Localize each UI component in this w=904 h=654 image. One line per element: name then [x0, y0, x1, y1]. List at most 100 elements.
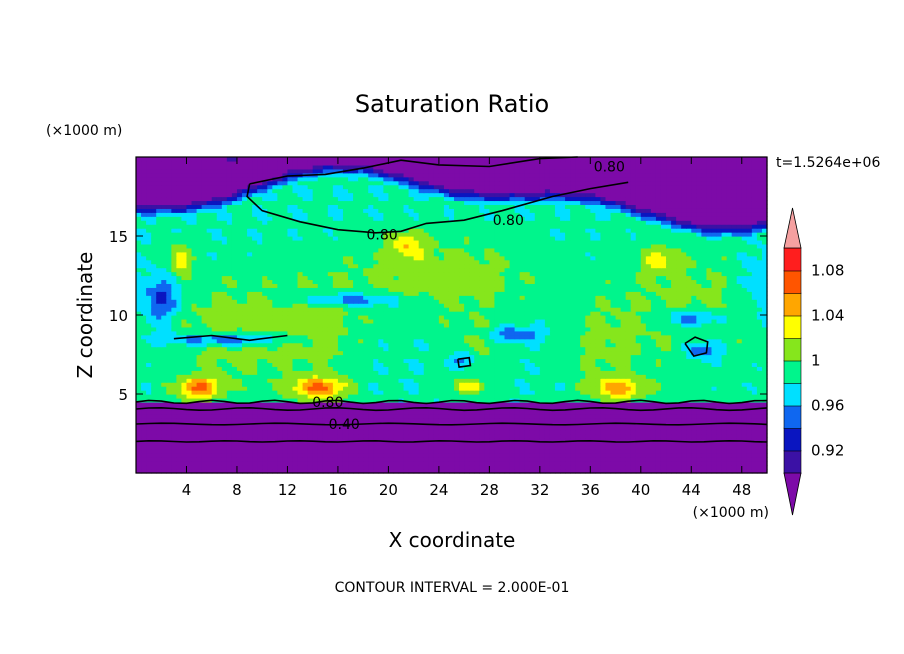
field-cell — [171, 465, 177, 470]
field-cell — [297, 465, 304, 470]
field-cell — [645, 413, 652, 419]
field-cell — [711, 322, 718, 328]
field-cell — [615, 350, 622, 356]
field-cell — [363, 334, 369, 340]
field-cell — [312, 449, 319, 454]
field-cell — [600, 397, 607, 403]
field-cell — [479, 366, 485, 371]
field-cell — [191, 461, 198, 466]
field-cell — [671, 390, 677, 395]
field-cell — [146, 465, 152, 470]
field-cell — [474, 346, 480, 352]
field-cell — [630, 346, 637, 352]
field-cell — [161, 401, 167, 407]
field-cell — [746, 354, 753, 360]
field-cell — [186, 386, 193, 391]
field-cell — [509, 362, 516, 367]
field-cell — [731, 394, 738, 399]
field-cell — [454, 413, 460, 419]
field-cell — [686, 433, 692, 439]
field-cell — [701, 394, 708, 399]
field-cell — [317, 390, 324, 395]
field-cell — [544, 354, 551, 360]
field-cell — [761, 354, 768, 360]
field-cell — [696, 318, 702, 324]
field-cell — [378, 318, 384, 324]
field-cell — [216, 465, 223, 470]
field-cell — [236, 409, 243, 415]
field-cell — [570, 326, 576, 332]
field-cell — [635, 358, 642, 363]
field-cell — [676, 401, 682, 407]
field-cell — [272, 413, 278, 419]
field-cell — [267, 354, 273, 360]
field-cell — [469, 397, 475, 403]
field-cell — [181, 338, 188, 344]
field-cell — [287, 465, 294, 470]
field-cell — [337, 318, 344, 324]
field-cell — [226, 382, 233, 387]
field-cell — [660, 346, 667, 352]
field-cell — [307, 334, 314, 340]
field-cell — [151, 413, 157, 419]
field-cell — [494, 350, 501, 356]
field-cell — [272, 338, 278, 344]
field-cell — [348, 326, 354, 332]
field-cell — [363, 370, 369, 375]
field-cell — [242, 318, 248, 324]
field-cell — [736, 374, 743, 379]
field-cell — [544, 465, 551, 470]
field-cell — [307, 318, 314, 324]
field-cell — [317, 397, 324, 403]
field-cell — [549, 326, 556, 332]
field-cell — [428, 358, 435, 363]
field-cell — [252, 362, 258, 367]
field-cell — [529, 370, 536, 375]
field-cell — [156, 390, 162, 395]
field-cell — [721, 437, 728, 442]
field-cell — [625, 445, 632, 450]
field-cell — [544, 358, 551, 363]
field-cell — [736, 429, 743, 435]
field-cell — [161, 354, 167, 360]
field-cell — [226, 358, 233, 363]
field-cell — [191, 457, 198, 462]
field-cell — [711, 465, 718, 470]
field-cell — [625, 346, 632, 352]
field-cell — [741, 413, 748, 419]
field-cell — [297, 386, 304, 391]
field-cell — [459, 354, 465, 360]
field-cell — [287, 354, 294, 360]
field-cell — [201, 318, 208, 324]
field-cell — [640, 441, 647, 446]
field-cell — [206, 465, 213, 470]
field-cell — [206, 330, 213, 336]
field-cell — [433, 465, 440, 470]
field-cell — [242, 409, 248, 415]
field-cell — [433, 417, 440, 423]
field-cell — [464, 350, 470, 356]
field-cell — [156, 338, 162, 344]
field-cell — [146, 378, 152, 383]
field-cell — [600, 378, 607, 383]
field-cell — [418, 382, 425, 387]
field-cell — [141, 366, 147, 371]
field-cell — [236, 318, 243, 324]
field-cell — [570, 382, 576, 387]
field-cell — [640, 453, 647, 458]
field-cell — [216, 322, 223, 328]
field-cell — [660, 382, 667, 387]
field-cell — [666, 417, 672, 423]
field-cell — [570, 449, 576, 454]
field-cell — [332, 386, 339, 391]
field-cell — [660, 342, 667, 348]
field-cell — [373, 465, 379, 470]
field-cell — [655, 433, 662, 439]
field-cell — [358, 397, 364, 403]
field-cell — [342, 374, 349, 379]
field-cell — [403, 350, 410, 356]
field-cell — [161, 390, 167, 395]
field-cell — [146, 370, 152, 375]
field-cell — [620, 461, 627, 466]
field-cell — [660, 465, 667, 470]
